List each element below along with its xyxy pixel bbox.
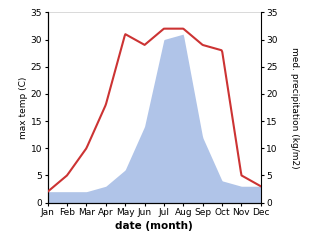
Y-axis label: max temp (C): max temp (C) (19, 76, 28, 139)
Y-axis label: med. precipitation (kg/m2): med. precipitation (kg/m2) (290, 47, 299, 168)
X-axis label: date (month): date (month) (115, 221, 193, 231)
